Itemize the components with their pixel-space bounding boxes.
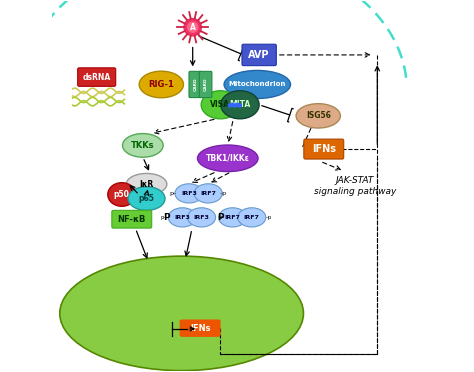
Text: IRF7: IRF7	[200, 191, 216, 196]
Text: IRF7: IRF7	[244, 215, 260, 220]
FancyBboxPatch shape	[189, 71, 201, 97]
Circle shape	[231, 103, 234, 106]
Text: p–: p–	[218, 215, 225, 220]
Text: A: A	[190, 23, 196, 32]
Text: TKKs: TKKs	[131, 141, 155, 150]
Ellipse shape	[194, 184, 222, 203]
Text: p–: p–	[161, 215, 167, 220]
Text: p65: p65	[138, 194, 155, 203]
Text: NF-κB: NF-κB	[118, 215, 146, 224]
Circle shape	[184, 19, 201, 36]
Text: p–: p–	[169, 191, 176, 196]
Ellipse shape	[201, 91, 239, 119]
Text: P: P	[163, 213, 169, 222]
Text: IRF7: IRF7	[225, 215, 240, 220]
Text: TBK1/IKKε: TBK1/IKKε	[206, 154, 250, 163]
Text: VISA: VISA	[210, 100, 230, 109]
Circle shape	[228, 104, 231, 107]
Ellipse shape	[224, 70, 291, 99]
Text: IFNs: IFNs	[190, 324, 210, 333]
Ellipse shape	[168, 208, 196, 227]
Ellipse shape	[123, 134, 163, 157]
Text: –p: –p	[219, 191, 227, 196]
Circle shape	[238, 104, 241, 107]
Text: MITA: MITA	[229, 100, 251, 109]
FancyBboxPatch shape	[304, 139, 344, 159]
Text: IκR: IκR	[139, 180, 154, 189]
Ellipse shape	[219, 208, 246, 227]
Text: p50: p50	[114, 190, 130, 199]
Text: IRF3: IRF3	[193, 215, 210, 220]
Ellipse shape	[139, 71, 183, 98]
Text: CARD: CARD	[204, 78, 208, 91]
Ellipse shape	[126, 173, 167, 195]
Ellipse shape	[296, 104, 340, 128]
Text: JAK-STAT
signaling pathway: JAK-STAT signaling pathway	[314, 176, 396, 196]
Ellipse shape	[108, 183, 136, 206]
Text: P: P	[217, 213, 224, 222]
Circle shape	[188, 22, 198, 32]
Text: IRF3: IRF3	[181, 191, 197, 196]
Circle shape	[236, 103, 239, 106]
Text: CARD: CARD	[193, 78, 197, 91]
Ellipse shape	[60, 256, 303, 371]
FancyBboxPatch shape	[78, 68, 116, 86]
Text: RIG-1: RIG-1	[148, 80, 174, 89]
Ellipse shape	[175, 184, 203, 203]
FancyBboxPatch shape	[242, 44, 276, 65]
Ellipse shape	[238, 208, 266, 227]
Ellipse shape	[198, 145, 258, 171]
Ellipse shape	[221, 91, 259, 119]
Text: IFNs: IFNs	[312, 144, 336, 154]
Text: ISG56: ISG56	[306, 111, 331, 121]
FancyBboxPatch shape	[180, 320, 220, 336]
Ellipse shape	[188, 208, 216, 227]
Text: Mitochondrion: Mitochondrion	[228, 81, 286, 87]
Text: dsRNA: dsRNA	[82, 73, 111, 81]
FancyBboxPatch shape	[112, 211, 152, 228]
Text: –p: –p	[266, 215, 272, 220]
Text: AVP: AVP	[248, 50, 270, 60]
Text: IRF3: IRF3	[174, 215, 190, 220]
Circle shape	[233, 104, 236, 107]
FancyBboxPatch shape	[200, 71, 212, 97]
Ellipse shape	[128, 187, 165, 211]
